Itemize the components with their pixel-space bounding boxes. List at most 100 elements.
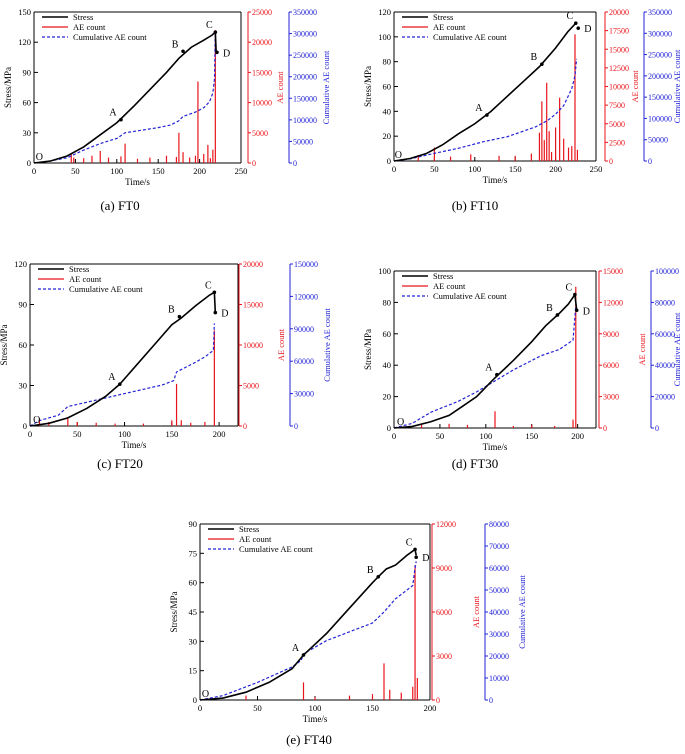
chart-caption: (e) FT40 bbox=[286, 732, 332, 747]
ae-tick-label: 6000 bbox=[603, 361, 619, 370]
x-tick-label: 100 bbox=[479, 431, 492, 441]
legend-label-1: Stress bbox=[239, 524, 259, 534]
cumulative-tick-label: 0 bbox=[489, 696, 493, 705]
point-marker-c bbox=[573, 292, 577, 297]
cumulative-tick-label: 20000 bbox=[655, 393, 675, 402]
cumulative-axis-label: Cumulative AE count bbox=[321, 50, 331, 124]
cumulative-tick-label: 100000 bbox=[655, 267, 679, 276]
point-marker-a bbox=[119, 117, 123, 122]
point-label-d: D bbox=[584, 24, 591, 35]
legend-label-3: Cumulative AE count bbox=[239, 544, 313, 554]
cumulative-tick-label: 80000 bbox=[655, 298, 675, 307]
stress-axis-label: Stress/MPa bbox=[0, 324, 9, 365]
legend-label-3: Cumulative AE count bbox=[433, 291, 507, 301]
point-marker-d bbox=[414, 555, 419, 560]
point-label-d: D bbox=[583, 306, 590, 317]
ae-tick-label: 12000 bbox=[436, 520, 456, 529]
point-label-o: O bbox=[395, 150, 402, 161]
x-tick-label: 100 bbox=[118, 429, 131, 439]
ae-tick-label: 20000 bbox=[252, 38, 272, 47]
point-marker-b bbox=[181, 49, 185, 54]
cumulative-tick-label: 10000 bbox=[489, 674, 509, 683]
point-label-c: C bbox=[205, 280, 212, 291]
stress-tick-label: 80 bbox=[383, 57, 392, 67]
stress-tick-label: 120 bbox=[18, 37, 31, 47]
x-axis-label: Time/s bbox=[122, 440, 147, 450]
cumulative-tick-label: 70000 bbox=[489, 542, 509, 551]
legend-label-2: AE count bbox=[73, 22, 106, 32]
ae-tick-label: 3000 bbox=[603, 393, 619, 402]
point-label-b: B bbox=[168, 305, 175, 316]
x-tick-label: 100 bbox=[468, 164, 481, 174]
cumulative-ae-line bbox=[199, 561, 417, 701]
cumulative-tick-label: 350000 bbox=[648, 8, 672, 17]
ae-tick-label: 9000 bbox=[603, 330, 619, 339]
stress-tick-label: 60 bbox=[383, 329, 392, 339]
cumulative-tick-label: 90000 bbox=[294, 325, 314, 334]
cumulative-axis-label: Cumulative AE count bbox=[517, 575, 527, 649]
stress-tick-label: 30 bbox=[189, 636, 198, 646]
stress-tick-label: 0 bbox=[23, 421, 27, 431]
ae-tick-label: 12500 bbox=[609, 64, 629, 73]
chart-caption: (a) FT0 bbox=[100, 198, 139, 213]
point-label-d: D bbox=[221, 309, 228, 320]
x-tick-label: 150 bbox=[152, 166, 165, 176]
stress-tick-label: 60 bbox=[189, 578, 198, 588]
stress-tick-label: 80 bbox=[383, 297, 392, 307]
point-marker-b bbox=[540, 62, 544, 66]
x-tick-label: 50 bbox=[253, 703, 262, 713]
x-axis-label: Time/s bbox=[483, 175, 508, 185]
chart-2: 0 50 100 150 200 250 Time/s 0 20 40 60 80 100 120 Stre… bbox=[363, 7, 682, 213]
ae-tick-label: 10000 bbox=[243, 341, 263, 350]
ae-axis-label: AE count bbox=[471, 595, 481, 628]
point-label-b: B bbox=[546, 303, 553, 314]
cumulative-tick-label: 150000 bbox=[648, 93, 672, 102]
legend-label-2: AE count bbox=[239, 534, 272, 544]
point-label-a: A bbox=[485, 363, 493, 374]
x-tick-label: 100 bbox=[110, 166, 123, 176]
ae-tick-label: 15000 bbox=[243, 301, 263, 310]
stress-tick-label: 90 bbox=[19, 300, 28, 310]
point-marker-d bbox=[574, 308, 579, 313]
stress-tick-label: 20 bbox=[383, 392, 392, 402]
x-axis-label: Time/s bbox=[483, 442, 508, 452]
stress-tick-label: 40 bbox=[383, 106, 392, 116]
chart-1: 0 50 100 150 200 250 Time/s 0 30 60 90 120 150 Stress… bbox=[3, 7, 331, 213]
point-marker-b bbox=[555, 313, 560, 317]
ae-axis-label: AE count bbox=[275, 71, 285, 104]
legend-label-1: Stress bbox=[73, 12, 93, 22]
cumulative-tick-label: 100000 bbox=[293, 116, 317, 125]
x-tick-label: 50 bbox=[430, 164, 439, 174]
point-marker-a bbox=[485, 113, 489, 117]
cumulative-tick-label: 60000 bbox=[294, 357, 314, 366]
point-label-a: A bbox=[109, 108, 117, 119]
x-tick-label: 200 bbox=[193, 166, 206, 176]
ae-tick-label: 5000 bbox=[609, 120, 625, 129]
x-tick-label: 200 bbox=[549, 164, 562, 174]
cumulative-tick-label: 0 bbox=[648, 157, 652, 166]
ae-tick-label: 15000 bbox=[609, 45, 629, 54]
x-tick-label: 150 bbox=[366, 703, 379, 713]
cumulative-tick-label: 100000 bbox=[648, 114, 672, 123]
point-label-o: O bbox=[397, 417, 404, 428]
x-tick-label: 200 bbox=[213, 429, 226, 439]
stress-line bbox=[393, 22, 577, 162]
chart-3: 0 50 100 150 200 Time/s 0 30 60 90 120 Stress/MPa 0 5… bbox=[0, 259, 332, 471]
cumulative-tick-label: 60000 bbox=[655, 330, 675, 339]
cumulative-ae-line bbox=[393, 305, 577, 429]
ae-tick-label: 0 bbox=[436, 696, 440, 705]
point-marker-d bbox=[215, 50, 219, 55]
point-label-c: C bbox=[566, 283, 573, 294]
point-label-a: A bbox=[475, 103, 483, 114]
chart-5: 0 50 100 150 200 Time/s 0 15 30 45 60 75 90 Stress/MP… bbox=[169, 519, 527, 747]
ae-tick-label: 3000 bbox=[436, 652, 452, 661]
stress-tick-label: 60 bbox=[23, 98, 32, 108]
cumulative-tick-label: 50000 bbox=[293, 137, 313, 146]
point-label-o: O bbox=[202, 689, 209, 700]
stress-tick-label: 60 bbox=[19, 340, 28, 350]
x-tick-label: 150 bbox=[509, 164, 522, 174]
stress-tick-label: 90 bbox=[23, 67, 32, 77]
cumulative-tick-label: 250000 bbox=[293, 51, 317, 60]
stress-line bbox=[29, 291, 217, 427]
